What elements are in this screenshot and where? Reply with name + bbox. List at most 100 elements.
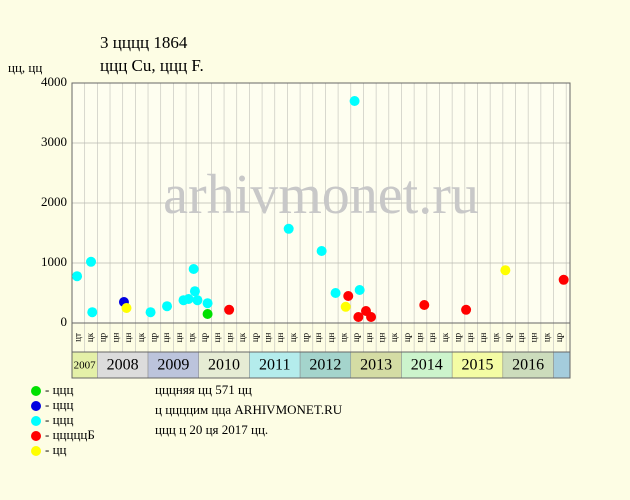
column-label: цр [402, 332, 412, 342]
point [145, 307, 156, 318]
point [558, 274, 569, 285]
point [188, 264, 199, 274]
y-tick-label: 4000 [41, 74, 67, 89]
note: цццняя цц 571 цц [155, 382, 252, 397]
point [316, 246, 327, 256]
year-label: 2009 [157, 357, 189, 374]
chart-subtitle: ццц Cu, ццц F. [100, 56, 204, 75]
column-label: цн [174, 333, 184, 343]
point [202, 298, 213, 309]
column-label: цт [72, 333, 82, 342]
point [224, 304, 235, 315]
column-label: цн [224, 333, 234, 343]
column-label: цн [427, 333, 437, 343]
point [330, 288, 341, 298]
column-label: цк [491, 332, 501, 342]
y-tick-label: 1000 [41, 254, 67, 269]
point [86, 256, 97, 267]
legend-label: - ццц [45, 397, 73, 412]
y-tick-label: 3000 [41, 134, 67, 149]
legend-marker [31, 386, 41, 396]
year-label: 2012 [309, 357, 341, 374]
column-label: цр [351, 332, 361, 342]
point [353, 312, 364, 322]
column-label: цк [541, 332, 551, 342]
column-label: цн [478, 333, 488, 343]
column-label: цр [199, 332, 209, 342]
point [354, 285, 365, 295]
point [202, 309, 213, 319]
year-label: 2007 [74, 360, 97, 372]
year-band [553, 351, 571, 379]
point [366, 312, 377, 322]
point [283, 223, 294, 234]
year-label: 2015 [461, 357, 493, 374]
legend-marker [31, 431, 41, 441]
year-label: 2008 [107, 357, 139, 374]
column-label: цр [503, 332, 513, 342]
column-label: цк [136, 332, 146, 342]
y-tick-label: 0 [61, 314, 68, 329]
legend-label: - ццц [45, 412, 73, 427]
y-tick-label: 2000 [41, 194, 67, 209]
year-label: 2016 [512, 357, 544, 374]
column-label: цк [85, 332, 95, 342]
legend-label: - цццццБ [45, 427, 95, 442]
column-label: цн [326, 333, 336, 343]
legend-marker [31, 416, 41, 426]
column-label: цн [123, 333, 133, 343]
point [189, 286, 200, 297]
point [461, 304, 472, 315]
column-label: цн [262, 333, 272, 343]
column-label: цр [250, 332, 260, 342]
column-label: цн [516, 333, 526, 343]
point [343, 291, 354, 301]
column-label: цр [98, 332, 108, 342]
year-band [350, 351, 402, 379]
point [340, 301, 351, 312]
year-band [249, 351, 301, 379]
point [72, 271, 83, 282]
column-label: цн [529, 333, 539, 343]
point [162, 301, 173, 312]
column-label: цн [110, 333, 120, 343]
column-label: цн [161, 333, 171, 343]
column-label: цн [364, 333, 374, 343]
point [500, 265, 511, 276]
y-axis-label: цц, цц [8, 60, 42, 75]
legend-label: - цц [45, 442, 67, 457]
column-label: цн [377, 333, 387, 343]
note: ц ццццим цца ARHIVMONET.RU [155, 402, 343, 417]
year-band [401, 351, 453, 379]
column-label: цн [465, 333, 475, 343]
legend-label: - ццц [45, 382, 73, 397]
column-label: цн [212, 333, 222, 343]
year-label: 2014 [411, 357, 443, 374]
point [349, 96, 360, 106]
point [87, 307, 98, 318]
column-label: цн [313, 333, 323, 343]
column-label: цр [453, 332, 463, 342]
point [192, 295, 203, 306]
column-label: цк [440, 332, 450, 342]
legend-marker [31, 446, 41, 456]
chart-title: 3 цццц 1864 [100, 33, 188, 52]
year-label: 2013 [360, 357, 392, 374]
column-label: цк [237, 332, 247, 342]
legend-marker [31, 401, 41, 411]
year-label: 2010 [208, 357, 240, 374]
watermark: arhivmonet.ru [163, 164, 479, 226]
column-label: цк [288, 332, 298, 342]
year-label: 2011 [259, 357, 290, 374]
point [419, 300, 430, 310]
column-label: цр [554, 332, 564, 342]
column-label: цр [300, 332, 310, 342]
column-label: цр [148, 332, 158, 342]
point [183, 294, 194, 304]
year-band [502, 351, 554, 379]
column-label: цк [186, 332, 196, 342]
year-band [299, 351, 352, 379]
point [121, 303, 132, 313]
column-label: цк [339, 332, 349, 342]
